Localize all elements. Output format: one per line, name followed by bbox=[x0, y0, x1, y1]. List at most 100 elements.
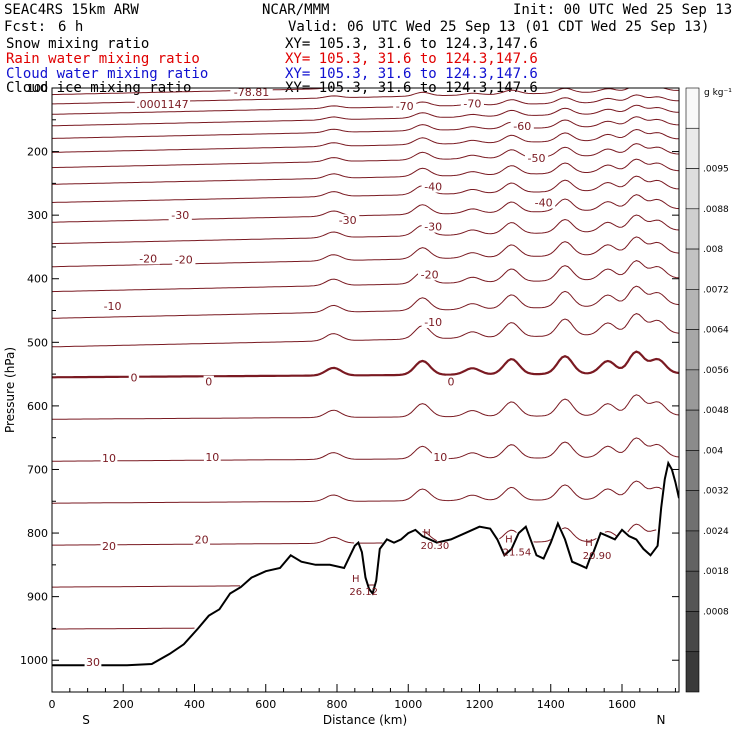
colorbar-label: .0008 bbox=[703, 607, 729, 617]
isotherm-label: -10 bbox=[104, 300, 122, 313]
isotherm-m65 bbox=[52, 94, 679, 115]
y-tick-label: 500 bbox=[27, 336, 48, 349]
field-rain-xy: XY= 105.3, 31.6 to 124.3,147.6 bbox=[285, 51, 538, 67]
field-snow-label: Snow mixing ratio bbox=[6, 36, 150, 52]
x-tick-label: 1200 bbox=[466, 698, 494, 711]
isotherm-label-bg bbox=[100, 539, 118, 552]
x-tick-label: 1000 bbox=[394, 698, 422, 711]
high-marker: H bbox=[352, 574, 360, 585]
colorbar-swatch bbox=[685, 289, 700, 330]
isotherm-label-bg bbox=[100, 452, 118, 465]
isotherm-label: -50 bbox=[528, 152, 546, 165]
isotherm-label-bg bbox=[431, 450, 449, 463]
isotherm-label: -78.81 bbox=[234, 86, 269, 99]
field-rain-label: Rain water mixing ratio bbox=[6, 51, 200, 67]
isotherm-label: -30 bbox=[171, 209, 189, 222]
colorbar-label: .0064 bbox=[703, 326, 729, 336]
x-tick-label: 800 bbox=[327, 698, 348, 711]
isotherm-label-bg bbox=[532, 196, 556, 209]
x-tick-label: 1400 bbox=[537, 698, 565, 711]
colorbar-swatch bbox=[685, 530, 700, 572]
isotherm-label: .0001147 bbox=[136, 98, 189, 111]
isotherm-label: -40 bbox=[424, 181, 442, 194]
y-tick-label: 900 bbox=[27, 591, 48, 604]
isotherm-m45 bbox=[52, 143, 679, 169]
y-tick-label: 300 bbox=[27, 209, 48, 222]
x-tick-label: 1600 bbox=[608, 698, 636, 711]
isotherm-label: 0 bbox=[205, 376, 212, 389]
colorbar-swatch bbox=[685, 208, 700, 250]
isotherm-label: 20 bbox=[195, 533, 209, 546]
y-tick-label: 800 bbox=[27, 527, 48, 540]
model-title: SEAC4RS 15km ARW bbox=[4, 2, 139, 18]
isotherm-m25 bbox=[52, 214, 679, 245]
isotherm-m10 bbox=[52, 285, 679, 319]
isotherm-label: -10 bbox=[424, 316, 442, 329]
high-marker: H bbox=[585, 538, 593, 549]
y-tick-label: 1000 bbox=[20, 654, 48, 667]
colorbar-swatch bbox=[685, 490, 700, 532]
isotherm-25 bbox=[52, 584, 375, 588]
isotherm-label-bg bbox=[172, 253, 196, 266]
isotherm-label: 20 bbox=[102, 540, 116, 553]
init-time: Init: 00 UTC Wed 25 Sep 13 bbox=[513, 2, 733, 18]
colorbar-swatch bbox=[685, 409, 700, 451]
isotherm-label-bg bbox=[100, 300, 125, 313]
isotherm-label: 10 bbox=[205, 451, 219, 464]
high-value: 20.90 bbox=[583, 551, 612, 562]
isotherm-5 bbox=[52, 394, 679, 420]
isotherm-m80 bbox=[52, 85, 115, 86]
isotherm-label: -20 bbox=[421, 268, 439, 281]
isotherm-label-bg bbox=[421, 315, 445, 328]
colorbar-swatch bbox=[685, 611, 700, 653]
colorbar-label: .0072 bbox=[703, 285, 729, 295]
isotherm-label: 0 bbox=[448, 376, 455, 389]
isotherm-m30 bbox=[52, 194, 679, 223]
colorbar-label: .0056 bbox=[703, 366, 729, 376]
x-left-end-label: S bbox=[82, 713, 90, 727]
plot-frame bbox=[51, 87, 680, 693]
center-name: NCAR/MMM bbox=[262, 2, 330, 18]
isotherm-m35 bbox=[52, 175, 679, 203]
high-value: 26.12 bbox=[349, 587, 378, 598]
isotherm-m15 bbox=[52, 260, 679, 293]
isotherm-m60 bbox=[52, 104, 679, 127]
isotherm-m5 bbox=[52, 313, 679, 348]
forecast-label: Fcst: bbox=[4, 19, 47, 35]
isotherm-m20 bbox=[52, 236, 679, 268]
y-top-tick-label: 100 bbox=[27, 82, 48, 95]
isotherm-label-bg bbox=[418, 268, 442, 281]
isotherm-15 bbox=[52, 480, 663, 504]
colorbar-label: .0024 bbox=[703, 527, 729, 537]
isotherm-label-bg bbox=[203, 375, 214, 388]
field-cloudwater-xy: XY= 105.3, 31.6 to 124.3,147.6 bbox=[285, 66, 538, 82]
colorbar-swatch bbox=[685, 248, 700, 290]
colorbar-unit: g kg⁻¹ bbox=[704, 88, 732, 98]
colorbar-swatch bbox=[685, 450, 700, 491]
y-tick-label: 400 bbox=[27, 273, 48, 286]
isotherm-label: -40 bbox=[535, 196, 553, 209]
isotherm-label: 0 bbox=[130, 371, 137, 384]
colorbar-label: .008 bbox=[703, 245, 723, 255]
x-tick-label: 400 bbox=[184, 698, 205, 711]
isotherm-label: -70 bbox=[463, 97, 481, 110]
isotherm-label: -30 bbox=[339, 214, 357, 227]
isotherm-label-bg bbox=[136, 252, 160, 265]
x-right-end-label: N bbox=[657, 713, 666, 727]
isotherm-label: 10 bbox=[433, 451, 447, 464]
isotherm-m40 bbox=[52, 158, 679, 185]
colorbar-swatch bbox=[685, 329, 700, 371]
isotherm-label-bg bbox=[421, 180, 445, 193]
isotherm-30 bbox=[52, 627, 195, 630]
y-tick-label: 200 bbox=[27, 146, 48, 159]
isotherm-label-bg bbox=[421, 220, 445, 233]
isotherm-label-bg bbox=[460, 97, 484, 110]
colorbar-swatch bbox=[685, 87, 700, 129]
y-axis-title: Pressure (hPa) bbox=[3, 347, 17, 433]
isotherm-label-bg bbox=[393, 99, 417, 112]
colorbar-label: .004 bbox=[703, 446, 723, 456]
colorbar-label: .0048 bbox=[703, 406, 729, 416]
isotherm-label-bg bbox=[230, 88, 273, 98]
isotherm-label-bg bbox=[84, 656, 102, 669]
colorbar-label: .0032 bbox=[703, 487, 729, 497]
